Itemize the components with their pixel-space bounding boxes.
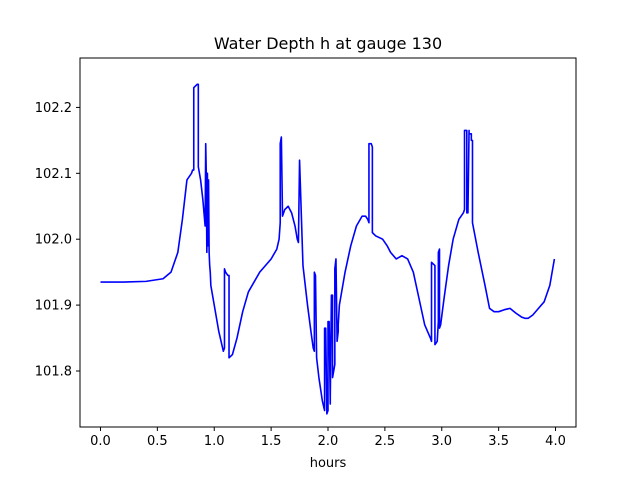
x-tick-label: 1.0 [204,434,225,449]
x-tick-label: 4.0 [545,434,566,449]
y-tick-label: 101.8 [35,364,72,379]
y-tick-label: 102.1 [35,167,72,182]
y-axis: 101.8 101.9 102.0 102.1 102.2 [35,101,80,379]
series-line [100,83,556,415]
x-tick-label: 3.5 [488,434,509,449]
x-tick-label: 2.0 [318,434,339,449]
y-tick-label: 102.0 [35,233,72,248]
x-tick-label: 3.0 [431,434,452,449]
plot-area [79,57,577,428]
y-tick-label: 102.2 [35,101,72,116]
x-tick-label: 0.0 [90,434,111,449]
y-tick-label: 101.9 [35,299,72,314]
x-tick-label: 1.5 [261,434,282,449]
x-axis-label: hours [310,456,347,471]
x-axis: 0.0 0.5 1.0 1.5 2.0 2.5 3.0 3.5 4.0 [90,427,566,449]
x-tick-label: 2.5 [375,434,396,449]
chart-title: Water Depth h at gauge 130 [214,34,442,53]
x-tick-label: 0.5 [147,434,168,449]
series-layer [100,83,556,415]
